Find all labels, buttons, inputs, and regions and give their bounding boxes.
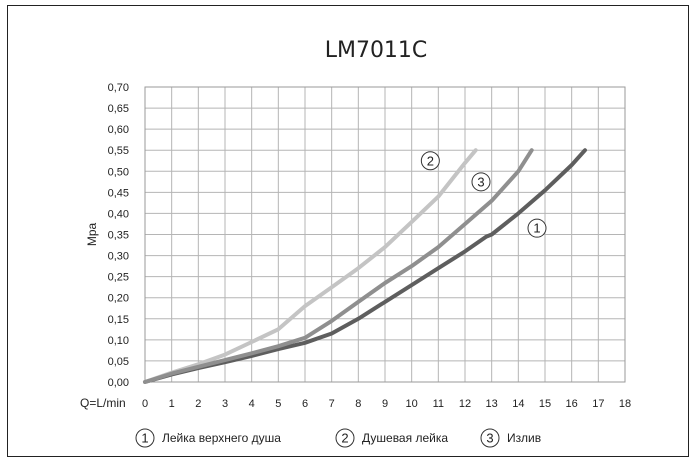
legend-label-3: Излив — [507, 431, 541, 445]
curve-marker-circle-2 — [420, 151, 440, 171]
curve-marker-label-3: 3 — [477, 174, 484, 189]
x-tick-label: 11 — [433, 398, 444, 410]
grid — [144, 86, 626, 383]
x-tick-label: 12 — [459, 398, 471, 410]
y-tick-label: 0,50 — [108, 166, 129, 178]
x-tick-label: 10 — [406, 398, 418, 410]
legend-circle-1 — [135, 428, 155, 448]
x-tick-label: 17 — [592, 398, 604, 410]
curve-marker-circle-1 — [527, 218, 547, 238]
x-tick-label: 14 — [512, 398, 524, 410]
x-tick-label: 0 — [142, 398, 148, 410]
series-line-2 — [143, 148, 478, 384]
x-tick-label: 13 — [486, 398, 498, 410]
legend: 1 Лейка верхнего душа 2 Душевая лейка 3 Излив — [135, 428, 541, 448]
x-tick-label: 3 — [222, 398, 228, 410]
x-tick-label: 7 — [329, 398, 335, 410]
y-tick-label: 0,70 — [108, 82, 129, 94]
y-tick-label: 0,00 — [108, 377, 129, 389]
x-tick-label: 2 — [195, 398, 201, 410]
curve-marker-label-1: 1 — [533, 221, 540, 236]
x-tick-label: 4 — [249, 398, 255, 410]
legend-number-2: 2 — [341, 431, 348, 446]
y-tick-label: 0,10 — [108, 335, 129, 347]
series-layer — [143, 148, 587, 384]
x-tick-label: 15 — [539, 398, 551, 410]
x-tick-label: 9 — [382, 398, 388, 410]
y-tick-label: 0,40 — [108, 208, 129, 220]
legend-number-1: 1 — [141, 431, 148, 446]
x-tick-label: 6 — [302, 398, 308, 410]
y-tick-label: 0,45 — [108, 187, 129, 199]
axes: 0 1 2 3 4 5 6 7 8 9 10 11 12 13 14 15 16 17 180,000,050,10… — [80, 82, 631, 410]
chart-title: LM7011C — [325, 38, 428, 63]
x-tick-label: 5 — [275, 398, 281, 410]
x-axis-label: Q=L/min — [80, 396, 126, 410]
y-tick-label: 0,25 — [108, 272, 129, 284]
y-tick-label: 0,60 — [108, 124, 129, 136]
x-tick-label: 1 — [169, 398, 175, 410]
series-line-3 — [143, 148, 534, 384]
legend-number-3: 3 — [486, 431, 493, 446]
y-tick-label: 0,65 — [108, 103, 129, 115]
legend-label-1: Лейка верхнего душа — [162, 431, 281, 445]
y-tick-label: 0,05 — [108, 356, 129, 368]
curve-marker-label-2: 2 — [427, 153, 434, 168]
y-tick-label: 0,15 — [108, 314, 129, 326]
legend-circle-3 — [480, 428, 500, 448]
y-axis-label: Mpa — [85, 223, 99, 247]
y-tick-label: 0,20 — [108, 293, 129, 305]
x-tick-label: 8 — [355, 398, 361, 410]
legend-circle-2 — [335, 428, 355, 448]
legend-label-2: Душевая лейка — [362, 431, 448, 445]
curve-marker-circle-3 — [471, 172, 491, 192]
y-tick-label: 0,35 — [108, 230, 129, 242]
y-tick-label: 0,30 — [108, 251, 129, 263]
curve-markers: 2 3 1 — [420, 151, 547, 238]
x-tick-label: 16 — [566, 398, 578, 410]
series-line-1 — [143, 148, 587, 384]
y-tick-label: 0,55 — [108, 145, 129, 157]
x-tick-label: 18 — [619, 398, 631, 410]
plot-border — [144, 86, 626, 383]
